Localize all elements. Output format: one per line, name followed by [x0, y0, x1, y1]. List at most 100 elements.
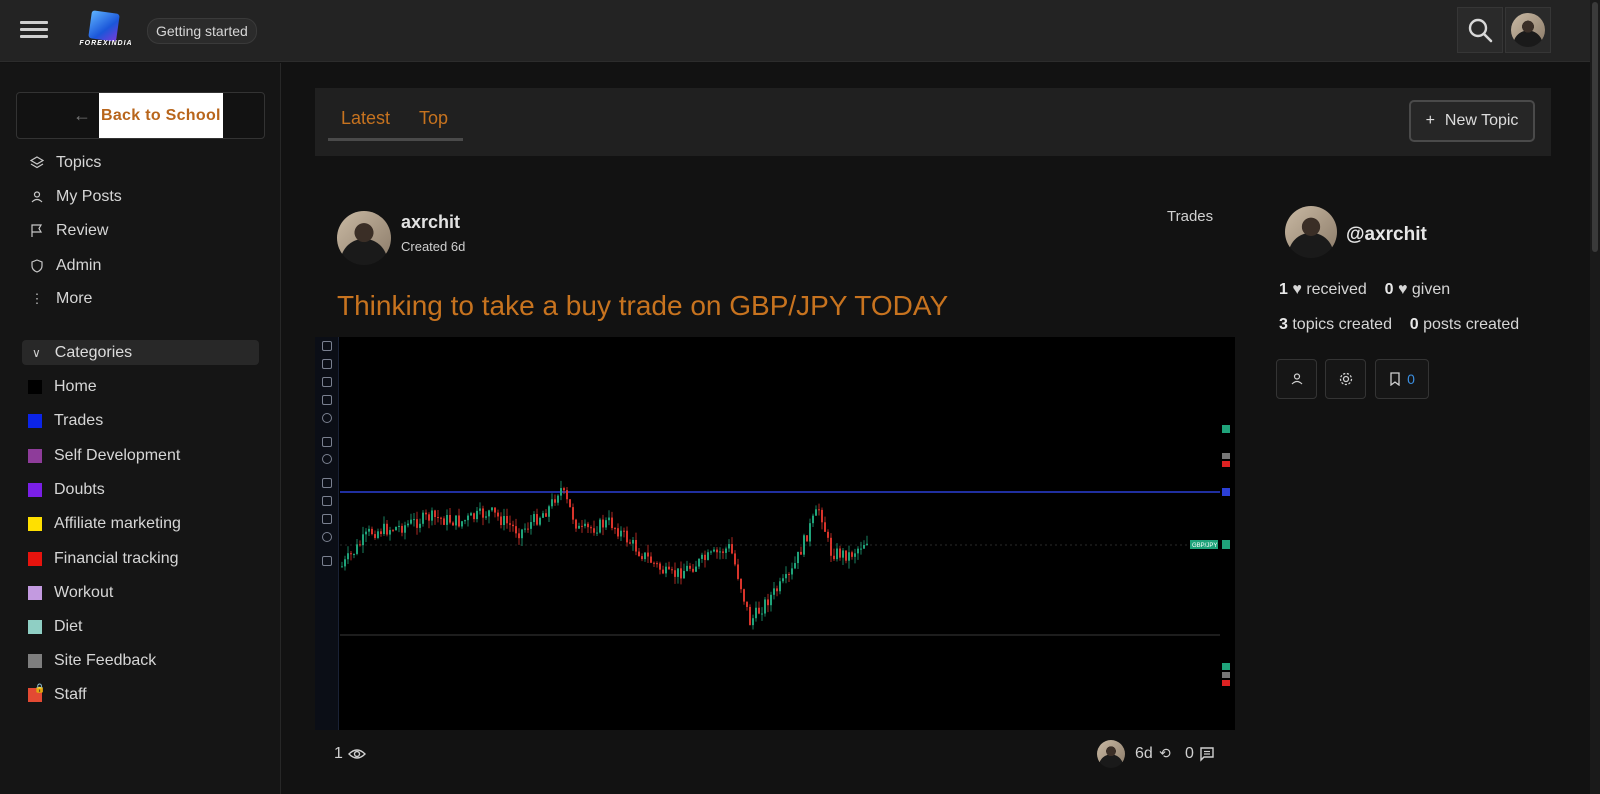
candle-body [467, 515, 469, 521]
sidebar-item-review[interactable]: Review [28, 219, 108, 243]
candle-body [392, 530, 394, 532]
lock-icon: 🔒 [34, 683, 46, 693]
post-replies[interactable]: 0 [1185, 745, 1215, 763]
category-item-home[interactable]: Home [28, 375, 97, 399]
back-to-school-button[interactable]: ← Back to School [16, 92, 265, 139]
profile-avatar[interactable] [1285, 206, 1337, 258]
candle-body [569, 499, 571, 508]
category-item-doubts[interactable]: Doubts [28, 478, 105, 502]
candle-body [401, 525, 403, 533]
getting-started-link[interactable]: Getting started [147, 18, 257, 44]
candle-body [599, 519, 601, 533]
category-item-self-development[interactable]: Self Development [28, 444, 180, 468]
sidebar-item-label: Review [56, 222, 109, 239]
sidebar-item-more[interactable]: ⋮ More [28, 287, 93, 311]
user-menu-button[interactable] [1505, 7, 1551, 53]
eye-icon [347, 749, 366, 759]
sidebar-item-label: My Posts [56, 188, 122, 205]
candle-body [635, 539, 637, 552]
candle-body [578, 525, 580, 529]
category-label: Trades [54, 412, 104, 429]
candle-body [839, 548, 841, 558]
post-category-badge[interactable]: Trades [1167, 208, 1214, 225]
page-scrollbar[interactable] [1590, 0, 1600, 794]
category-item-diet[interactable]: Diet [28, 615, 82, 639]
candle-body [719, 551, 721, 553]
category-item-financial-tracking[interactable]: Financial tracking [28, 547, 179, 571]
hamburger-menu-icon[interactable] [20, 18, 48, 44]
profile-handle[interactable]: @axrchit [1346, 224, 1427, 245]
sidebar-item-admin[interactable]: Admin [28, 254, 101, 278]
tab-underline [328, 138, 463, 141]
candle-body [704, 554, 706, 560]
candle-body [494, 507, 496, 513]
candle-body [452, 522, 454, 526]
candle-body [416, 519, 418, 528]
candle-body [395, 526, 397, 531]
sidebar-item-topics[interactable]: Topics [28, 151, 101, 175]
logo-text: FOREXINDIA [79, 40, 133, 47]
candle-body [848, 552, 850, 561]
price-marker [1222, 453, 1230, 459]
ruler-tool-icon [322, 437, 332, 447]
category-item-site-feedback[interactable]: Site Feedback [28, 649, 156, 673]
categories-toggle[interactable]: ∨ Categories [22, 340, 259, 365]
price-marker [1222, 461, 1230, 467]
candle-body [584, 523, 586, 527]
candle-body [596, 532, 598, 534]
new-topic-button[interactable]: + New Topic [1409, 100, 1535, 142]
candle-body [575, 519, 577, 529]
candle-body [515, 526, 517, 534]
candle-body [386, 523, 388, 535]
profile-bookmarks-button[interactable]: 0 [1375, 359, 1429, 399]
candle-body [800, 551, 802, 555]
pencil-tool-icon [322, 496, 332, 506]
post-created-time: Created 6d [401, 239, 466, 254]
candle-body [500, 516, 502, 526]
last-poster-avatar[interactable] [1097, 740, 1125, 768]
profile-user-button[interactable] [1276, 359, 1317, 399]
candle-body [479, 508, 481, 511]
received-label: received [1306, 281, 1367, 298]
heart-icon: ♥ [1292, 281, 1302, 298]
site-logo[interactable]: FOREXINDIA [76, 10, 136, 50]
candle-body [650, 556, 652, 563]
candle-body [380, 531, 382, 534]
category-item-staff[interactable]: 🔒 Staff [28, 683, 87, 707]
category-item-trades[interactable]: Trades [28, 409, 103, 433]
candle-body [476, 510, 478, 520]
scrollbar-thumb[interactable] [1592, 2, 1598, 252]
candle-body [836, 548, 838, 560]
candle-body [656, 563, 658, 565]
candle-body [446, 514, 448, 525]
candle-body [806, 535, 808, 542]
post-author-name[interactable]: axrchit [401, 212, 461, 232]
profile-settings-button[interactable] [1325, 359, 1366, 399]
category-label: Diet [54, 618, 83, 635]
given-label: given [1411, 281, 1451, 298]
candle-body [830, 537, 832, 556]
candle-body [746, 601, 748, 607]
candle-body [557, 495, 559, 503]
shield-icon [28, 257, 46, 275]
candle-body [383, 523, 385, 534]
candle-body [554, 499, 556, 503]
candle-body [647, 552, 649, 557]
tab-top[interactable]: Top [419, 108, 449, 128]
candle-body [551, 499, 553, 507]
post-author-avatar[interactable] [337, 211, 391, 265]
category-item-workout[interactable]: Workout [28, 581, 113, 605]
post-title[interactable]: Thinking to take a buy trade on GBP/JPY … [337, 290, 949, 321]
sidebar-item-my-posts[interactable]: My Posts [28, 185, 122, 209]
price-marker [1222, 488, 1230, 496]
post-chart-image[interactable]: GBP/JPY [315, 337, 1235, 730]
candle-body [347, 553, 349, 560]
sidebar-item-label: More [56, 290, 93, 307]
search-button[interactable] [1457, 7, 1503, 53]
history-icon[interactable]: ⟲ [1159, 745, 1171, 761]
price-marker [1222, 425, 1230, 433]
tab-latest[interactable]: Latest [341, 108, 391, 128]
candle-body [587, 523, 589, 528]
category-item-affiliate-marketing[interactable]: Affiliate marketing [28, 512, 181, 536]
candle-body [641, 556, 643, 560]
